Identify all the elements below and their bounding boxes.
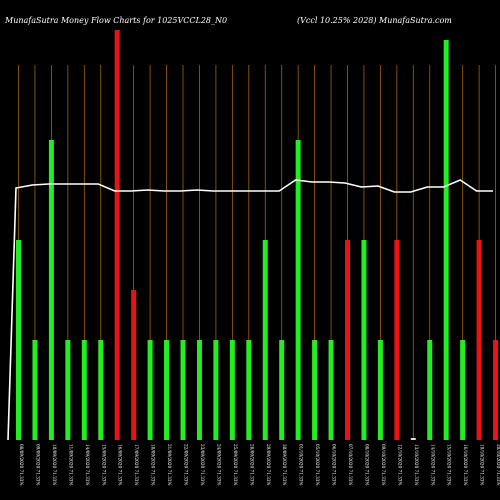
x-tick-label: 19/10/2020 71.33% xyxy=(480,444,485,485)
x-tick-label: 17/09/2020 71.33% xyxy=(134,444,139,485)
bar-down xyxy=(476,240,482,440)
x-tick-label: 01/10/2020 71.33% xyxy=(299,444,304,485)
chart-title-left: MunafaSutra Money Flow Charts for 1025VC… xyxy=(4,16,227,25)
chart-title-right: (Vccl 10.25% 2028) MunafaSutra.com xyxy=(297,16,452,25)
bar-up xyxy=(48,140,54,440)
bar-down xyxy=(493,340,499,440)
bar-up xyxy=(262,240,268,440)
x-tick-labels: 08/09/2020 71.33% 09/09/2020 71.33% 10/09/… xyxy=(19,444,500,485)
bar-up xyxy=(213,340,219,440)
x-tick-label: 18/09/2020 71.33% xyxy=(151,444,156,485)
bar-down xyxy=(345,240,350,440)
x-tick-label: 14/10/2020 71.33% xyxy=(430,444,435,485)
x-tick-label: 09/10/2020 71.33% xyxy=(381,444,386,485)
bar-up xyxy=(229,340,235,440)
x-tick-label: 20/10/2020 71.33% xyxy=(496,444,500,485)
x-tick-label: 22/09/2020 71.33% xyxy=(184,444,189,485)
bar-up xyxy=(81,340,87,440)
bar-up xyxy=(460,340,466,440)
bar-series xyxy=(16,30,499,440)
x-tick-label: 29/09/2020 71.33% xyxy=(266,444,271,485)
bar-up xyxy=(164,340,170,440)
x-tick-label: 15/10/2020 71.33% xyxy=(447,444,452,485)
x-tick-label: 10/09/2020 71.33% xyxy=(52,444,57,485)
bar-up xyxy=(279,340,285,440)
x-tick-label: 08/09/2020 71.33% xyxy=(19,444,24,485)
x-tick-label: 07/10/2020 71.33% xyxy=(348,444,353,485)
bar-up xyxy=(32,340,38,440)
bar-up xyxy=(65,340,71,440)
x-tick-label: 16/10/2020 71.33% xyxy=(463,444,468,485)
bar-up xyxy=(377,340,383,440)
bar-up xyxy=(147,340,153,440)
x-tick-label: 25/09/2020 71.33% xyxy=(233,444,238,485)
x-tick-label: 30/09/2020 71.33% xyxy=(282,444,287,485)
x-tick-label: 12/10/2020 71.33% xyxy=(397,444,402,485)
bar-neutral xyxy=(410,438,416,440)
x-tick-label: 15/09/2020 71.33% xyxy=(101,444,106,485)
x-tick-label: 16/09/2020 71.33% xyxy=(118,444,123,485)
x-tick-label: 13/10/2020 71.33% xyxy=(414,444,419,485)
bar-down xyxy=(394,240,400,440)
x-tick-label: 09/09/2020 71.33% xyxy=(35,444,40,485)
x-tick-label: 24/09/2020 71.33% xyxy=(216,444,221,485)
bar-up xyxy=(328,340,334,440)
bar-down xyxy=(114,30,120,440)
bar-up xyxy=(427,340,433,440)
x-tick-label: 21/09/2020 71.33% xyxy=(167,444,172,485)
x-tick-label: 11/09/2020 71.33% xyxy=(68,444,73,485)
bar-up xyxy=(16,240,21,440)
bar-up xyxy=(196,340,202,440)
x-tick-label: 05/10/2020 71.33% xyxy=(315,444,320,485)
x-tick-label: 06/10/2020 71.33% xyxy=(332,444,337,485)
bar-up xyxy=(98,340,104,440)
x-tick-label: 23/09/2020 71.33% xyxy=(200,444,205,485)
bar-up xyxy=(295,140,301,440)
bar-up xyxy=(312,340,318,440)
bar-up xyxy=(443,40,449,440)
bar-down xyxy=(131,290,137,440)
x-tick-label: 14/09/2020 71.33% xyxy=(85,444,90,485)
bar-up xyxy=(361,240,367,440)
bar-up xyxy=(180,340,186,440)
flow-line xyxy=(7,179,494,441)
x-tick-label: 08/10/2020 71.33% xyxy=(364,444,369,485)
x-tick-label: 28/09/2020 71.33% xyxy=(249,444,254,485)
bar-up xyxy=(246,340,252,440)
flow-line-series xyxy=(7,179,494,441)
